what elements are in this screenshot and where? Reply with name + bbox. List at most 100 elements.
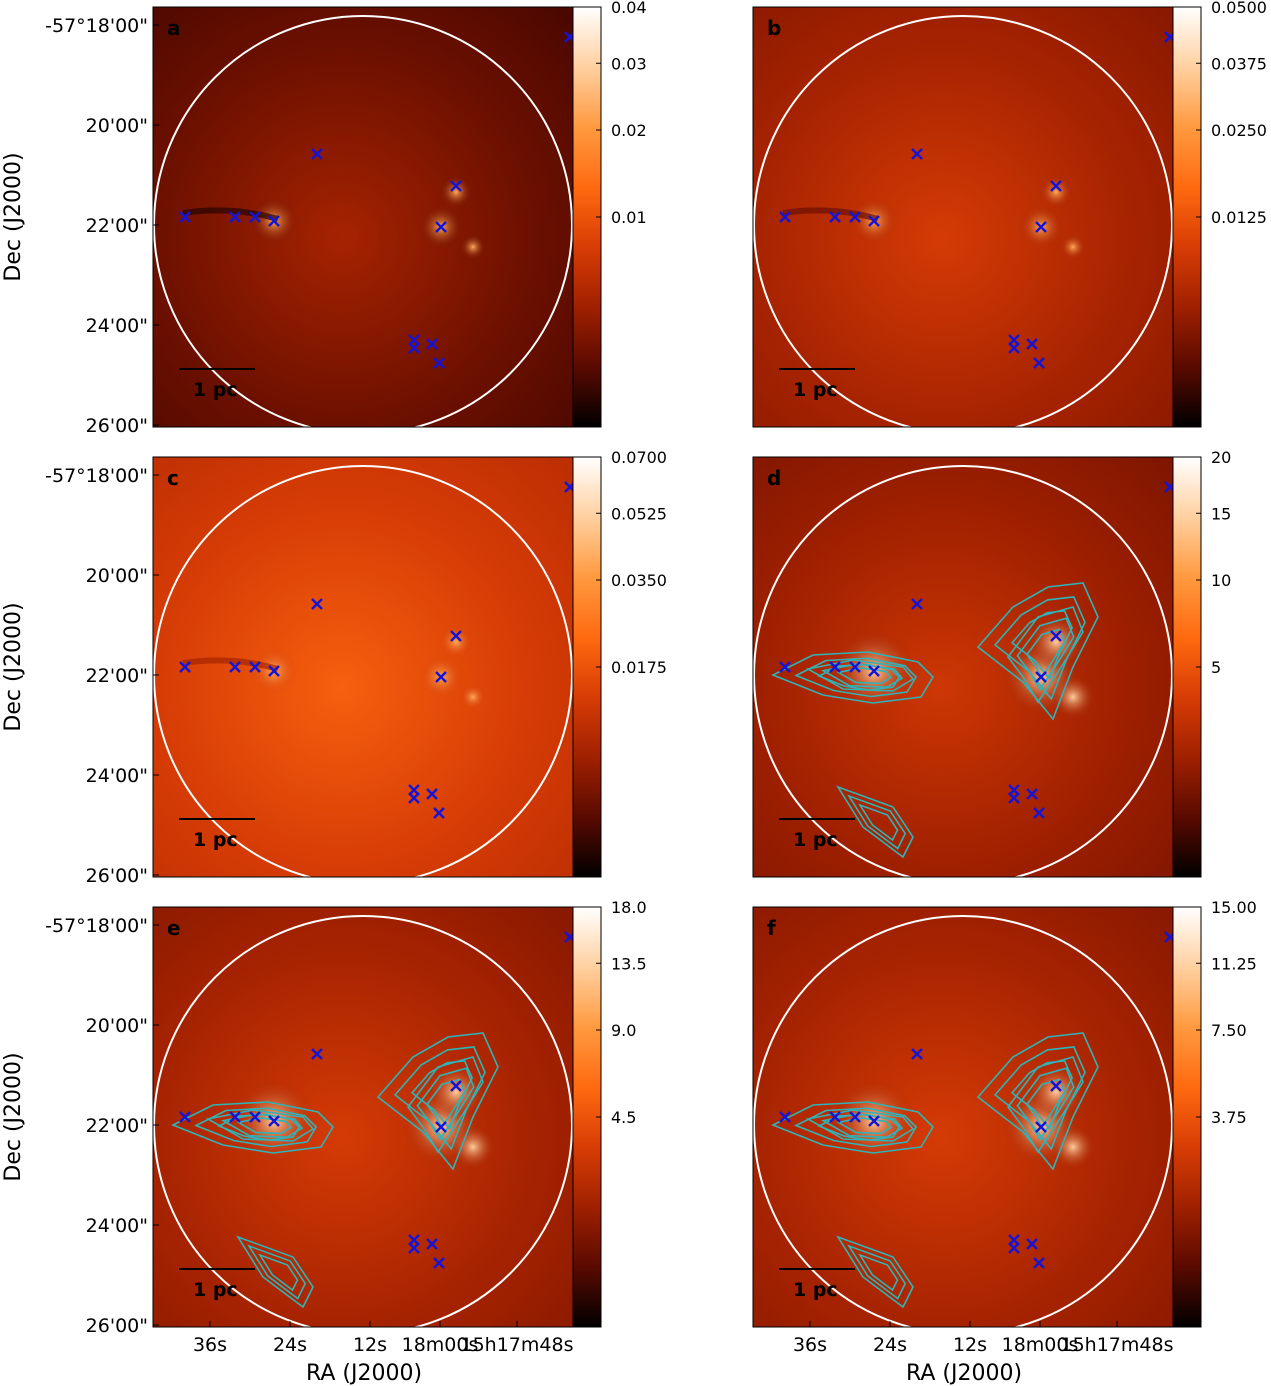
scale-bar-label: 1 pc (193, 829, 238, 851)
source-marker (1164, 481, 1173, 493)
source-marker (1008, 1242, 1020, 1254)
contour-line (425, 1078, 466, 1129)
source-marker (779, 1111, 791, 1123)
panel-d: 1 pc d 20 15 10 5 (752, 448, 1231, 878)
colorbar-tick-label: 0.0175 (611, 658, 667, 677)
image-a (153, 7, 573, 427)
image-features-d (753, 465, 1173, 877)
scale-bar-label: 1 pc (793, 379, 838, 401)
image-c (153, 457, 573, 877)
source-marker (179, 1111, 191, 1123)
source-marker (1050, 1080, 1062, 1092)
contour-line (805, 1109, 915, 1142)
panel-c: 1 pc c 0.0700 0.0525 0.0350 0.0175 -57°18'00" 2… (45, 448, 667, 887)
figure-labels: Dec (J2000) Dec (J2000) Dec (J2000) RA (… (1, 152, 1022, 1386)
colorbar-tick-label: 0.04 (611, 0, 647, 17)
source-marker (408, 792, 420, 804)
colorbar-tick-label: 0.0500 (1211, 0, 1267, 17)
dec-tick-label: 26'00" (86, 415, 148, 437)
panel-b: 1 pc b 0.0500 0.0375 0.0250 0.0125 (752, 0, 1267, 428)
emission-blob (1060, 234, 1086, 260)
colorbar-tick-label: 0.0700 (611, 448, 667, 467)
source-marker (229, 1111, 241, 1123)
dec-tick-label: -57°18'00" (45, 15, 148, 37)
contour-line (236, 1235, 314, 1309)
image-features-f (753, 915, 1173, 1327)
source-marker (564, 481, 573, 493)
contour-line (836, 1117, 893, 1135)
source-marker (179, 661, 191, 673)
colorbar-tick-label: 15.00 (1211, 898, 1257, 917)
source-marker (426, 1238, 438, 1250)
emission-blob (460, 684, 486, 710)
contour-line (858, 1253, 899, 1292)
contour-line (794, 1107, 918, 1148)
image-e (153, 907, 573, 1327)
source-marker (1050, 180, 1062, 192)
colorbar-tick-label: 0.01 (611, 208, 647, 227)
contour-line (236, 1117, 293, 1135)
source-marker (1164, 931, 1173, 943)
colorbar-tick-label: 0.02 (611, 121, 647, 140)
dec-tick-label: 22'00" (86, 215, 148, 237)
contour-line (847, 794, 907, 850)
scale-bar-label: 1 pc (193, 1279, 238, 1301)
source-marker (435, 221, 447, 233)
contour-line (847, 1244, 907, 1300)
ylabel-middle: Dec (J2000) (1, 602, 26, 731)
dec-tick-label: 26'00" (86, 1315, 148, 1337)
ylabel-bottom: Dec (J2000) (1, 1052, 26, 1181)
emission-blob (460, 234, 486, 260)
source-marker (829, 661, 841, 673)
source-marker (426, 338, 438, 350)
source-marker (849, 211, 861, 223)
emission-blob (1039, 175, 1073, 209)
panel-label-a: a (167, 16, 181, 40)
source-marker (564, 31, 573, 43)
source-marker (450, 630, 462, 642)
source-marker (1035, 221, 1047, 233)
emission-blob (450, 1124, 496, 1170)
ra-tick-label: 24s (873, 1334, 907, 1356)
dec-tick-label: 22'00" (86, 665, 148, 687)
source-marker (433, 1257, 445, 1269)
panel-a: 1 pc a 0.04 0.03 0.02 0.01 -57°18'00" 20'00" 22'… (45, 0, 646, 437)
source-marker (1026, 1238, 1038, 1250)
scale-bar-label: 1 pc (793, 1279, 838, 1301)
source-marker (868, 1115, 880, 1127)
image-d (753, 457, 1173, 877)
ra-tick-label: 12s (353, 1334, 387, 1356)
panel-e: 1 pc e 18.0 13.5 9.0 4.5 -57°18'00" 20'00" 22'00… (45, 898, 646, 1356)
contour-line (771, 1101, 935, 1154)
colorbar-tick-label: 18.0 (611, 898, 647, 917)
colorbar-tick-label: 4.5 (611, 1108, 636, 1127)
xlabel-right: RA (J2000) (906, 1361, 1022, 1386)
panel-label-e: e (167, 916, 181, 940)
contour-line (858, 803, 899, 842)
scale-bar-label: 1 pc (193, 379, 238, 401)
colorbar-tick-label: 0.0525 (611, 504, 667, 523)
ra-tick-label: 18m00s (1002, 1334, 1079, 1356)
dec-tick-label: 24'00" (86, 315, 148, 337)
contour-line (794, 657, 918, 698)
ra-tick-label: 15h17m48s (1061, 1334, 1174, 1356)
source-marker (408, 342, 420, 354)
colorbar-tick-label: 5 (1211, 658, 1221, 677)
scale-bar-label: 1 pc (793, 829, 838, 851)
contour-line (836, 1235, 914, 1309)
source-marker (1026, 788, 1038, 800)
contour-line (1016, 617, 1075, 691)
contour-line (836, 785, 914, 859)
ra-tick-label: 15h17m48s (461, 1334, 574, 1356)
emission-blob (1050, 1124, 1096, 1170)
source-marker (311, 1048, 323, 1060)
contour-line (1007, 1056, 1084, 1154)
image-features-e (153, 915, 573, 1327)
source-marker (1033, 1257, 1045, 1269)
source-marker (268, 215, 280, 227)
ra-tick-label: 24s (273, 1334, 307, 1356)
ra-tick-label: 18m00s (402, 1334, 479, 1356)
ylabel-top: Dec (J2000) (1, 152, 26, 281)
image-features-a (153, 15, 573, 427)
source-marker (564, 931, 573, 943)
